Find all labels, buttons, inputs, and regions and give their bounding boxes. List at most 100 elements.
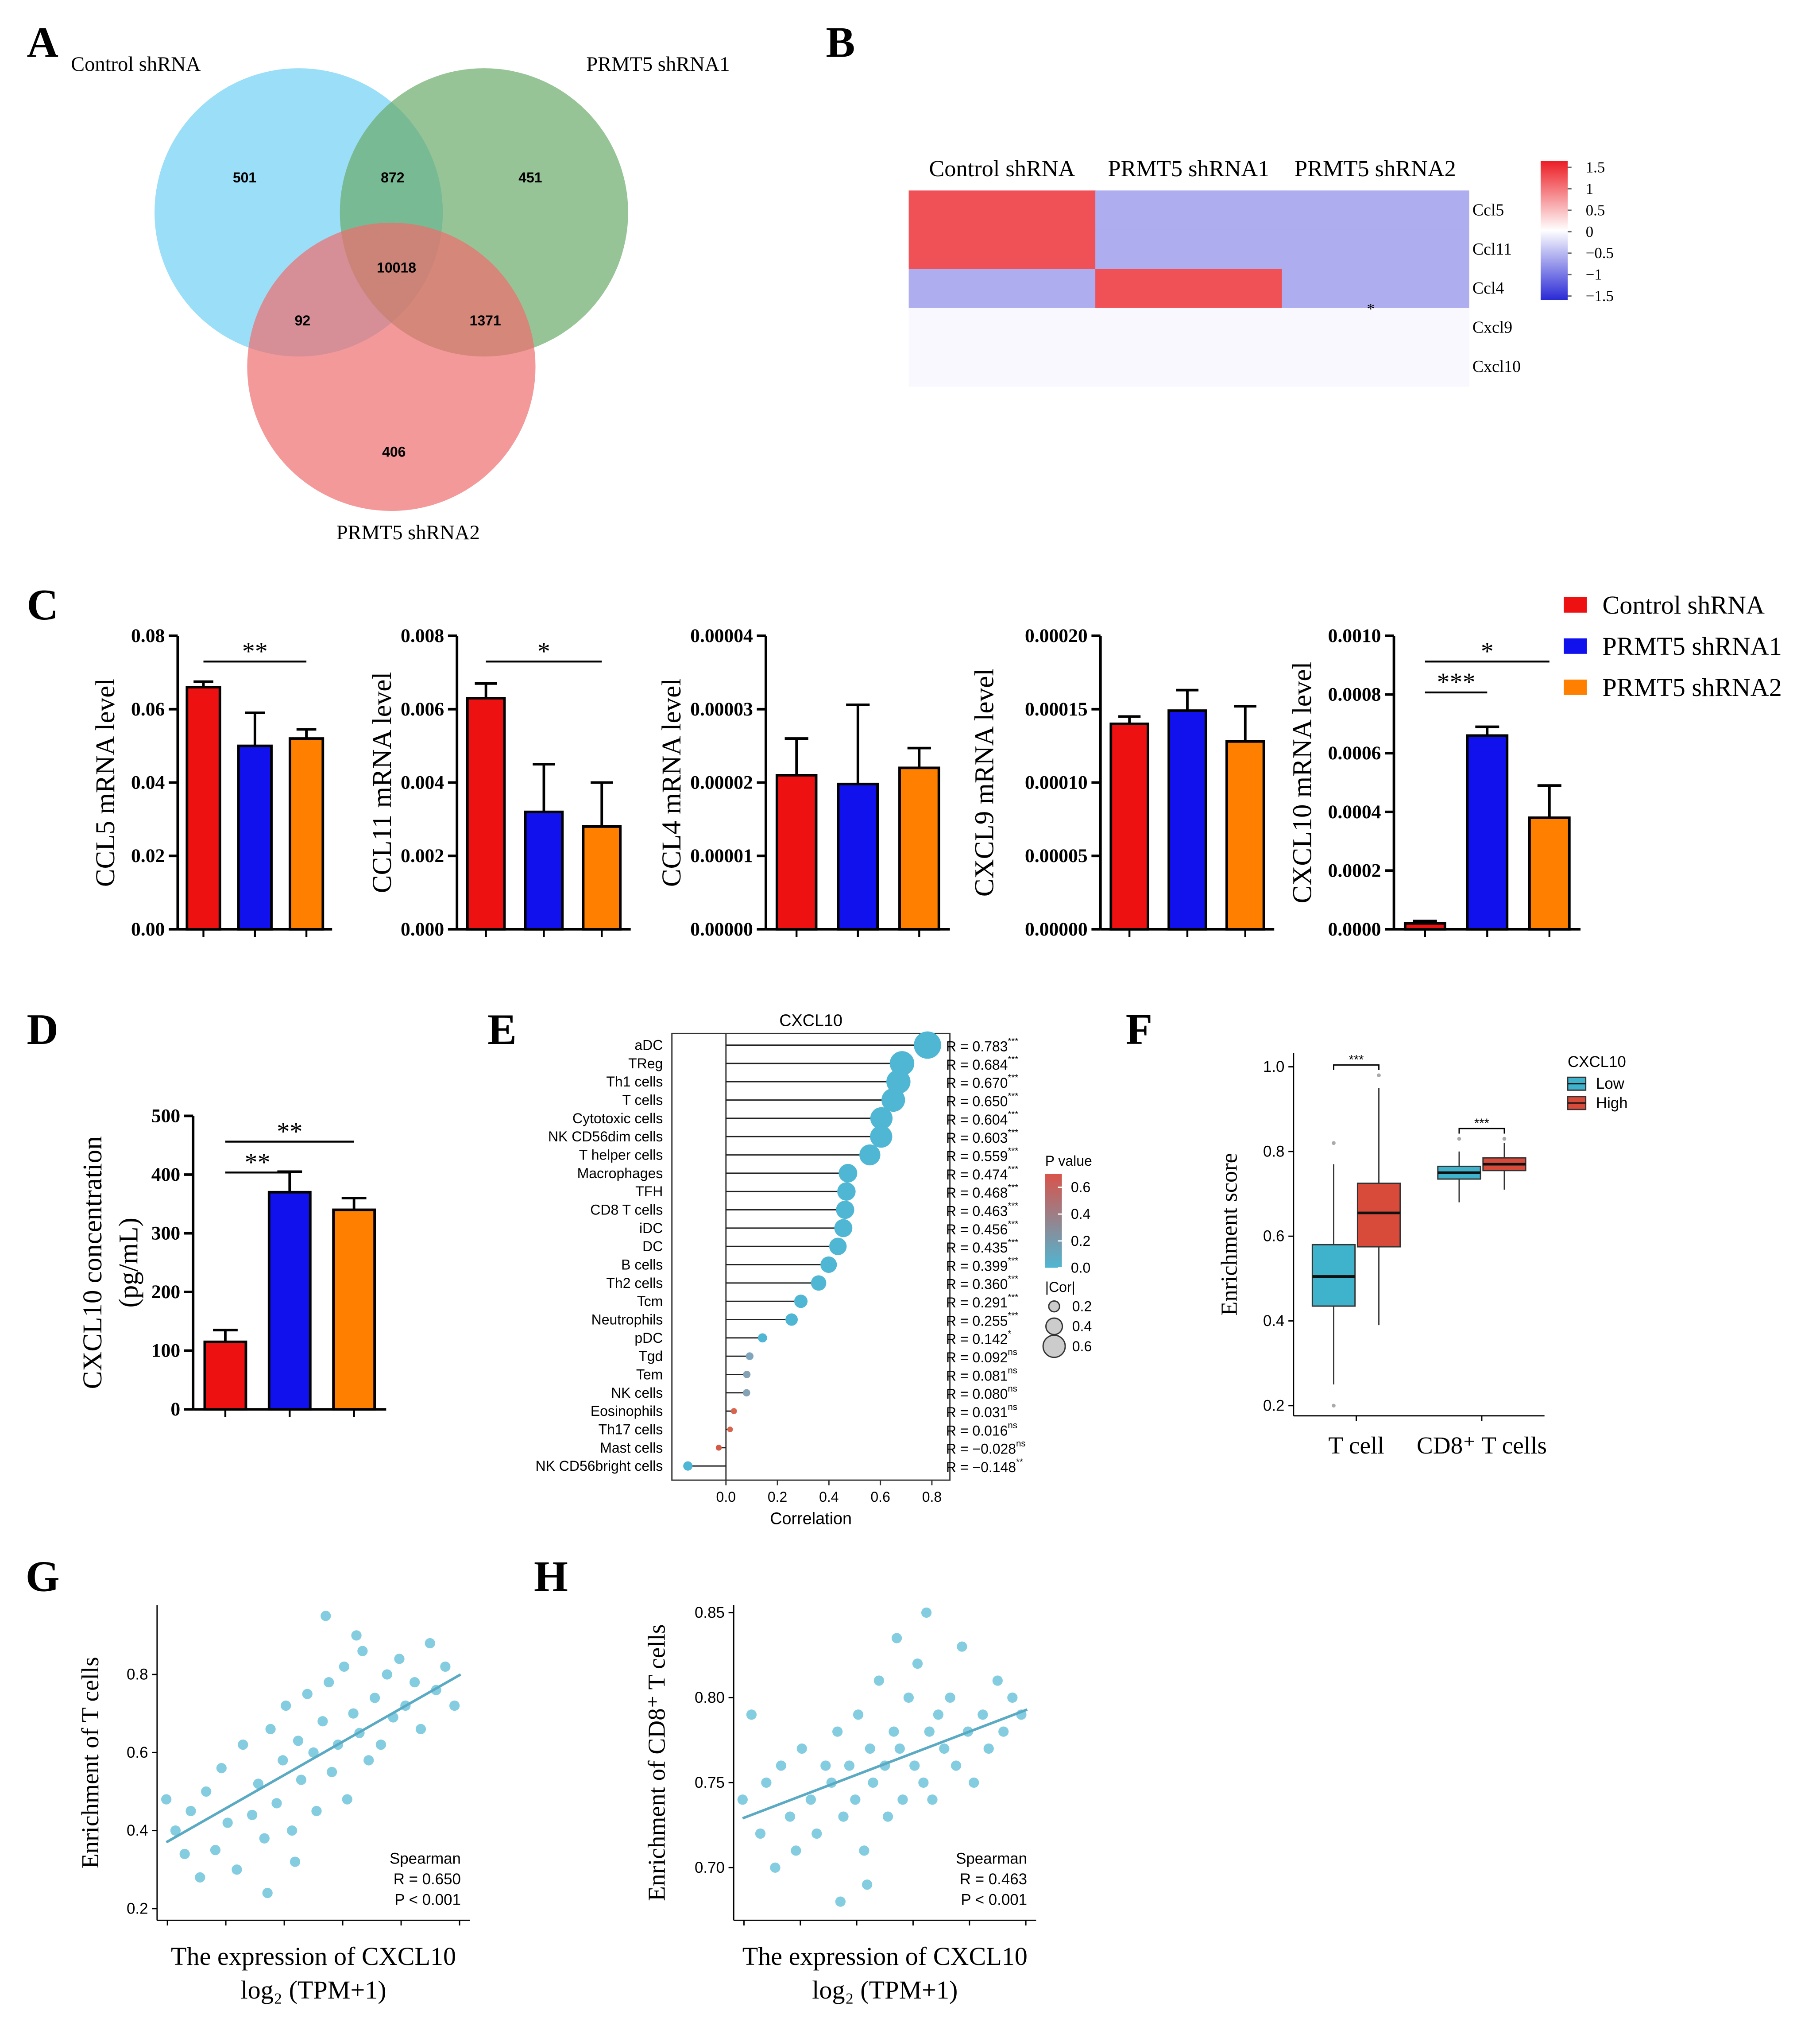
point bbox=[339, 1661, 349, 1672]
y-tick-label: 1.0 bbox=[1263, 1058, 1284, 1075]
point bbox=[357, 1646, 368, 1656]
significance-label: *** bbox=[1008, 1183, 1018, 1192]
y-tick-label: 0.4 bbox=[127, 1822, 148, 1839]
annotation: * bbox=[1367, 300, 1375, 317]
point bbox=[262, 1888, 273, 1898]
size-legend-label: 0.6 bbox=[1072, 1338, 1092, 1354]
category-label: B cells bbox=[621, 1257, 663, 1273]
legend-label: PRMT5 shRNA2 bbox=[1603, 673, 1782, 702]
value-label: R = 0.016ns bbox=[946, 1421, 1017, 1439]
y-tick-label: 0.0008 bbox=[1328, 684, 1381, 705]
size-legend-label: 0.4 bbox=[1072, 1318, 1092, 1334]
x-axis-label: log₂ (TPM+1) bbox=[812, 1976, 958, 2004]
lollipop-point bbox=[839, 1164, 858, 1183]
colorbar-tick-label: −1 bbox=[1586, 266, 1602, 283]
value-label-text: R = 0.603 bbox=[946, 1130, 1008, 1146]
lollipop-point bbox=[859, 1144, 881, 1166]
legend-label: Control shRNA bbox=[1603, 591, 1765, 619]
category-label: Cytotoxic cells bbox=[572, 1110, 663, 1126]
colorbar-tick-label: 0.2 bbox=[1071, 1233, 1090, 1249]
colorbar-tick-label: −1.5 bbox=[1586, 287, 1614, 305]
bar bbox=[775, 774, 818, 931]
value-label-text: R = 0.081 bbox=[946, 1368, 1008, 1384]
chart-title: CXCL10 bbox=[779, 1011, 842, 1030]
row-label: Ccl5 bbox=[1472, 201, 1504, 219]
value-label: R = −0.028ns bbox=[946, 1439, 1026, 1457]
point bbox=[265, 1724, 276, 1735]
y-tick-label: 0.08 bbox=[131, 625, 165, 646]
significance-label: *** bbox=[1008, 1219, 1018, 1229]
value-label-text: R = 0.092 bbox=[946, 1349, 1008, 1365]
y-axis-label: (pg/mL) bbox=[114, 1218, 143, 1307]
value-label: R = 0.291*** bbox=[946, 1292, 1018, 1311]
point bbox=[811, 1828, 822, 1839]
lollipop-point bbox=[743, 1371, 751, 1378]
y-tick-label: 0.00004 bbox=[690, 625, 753, 646]
significance-label: ns bbox=[1008, 1384, 1017, 1394]
heatmap-cell bbox=[1282, 229, 1469, 270]
value-label-text: R = 0.463 bbox=[946, 1203, 1008, 1219]
y-axis-label: Enrichment of T cells bbox=[77, 1657, 104, 1868]
y-tick-label: 0.2 bbox=[127, 1900, 148, 1917]
point bbox=[161, 1794, 172, 1805]
significance-label: ns bbox=[1016, 1439, 1025, 1449]
point bbox=[978, 1709, 988, 1720]
y-tick-label: 0.00002 bbox=[690, 772, 753, 793]
point bbox=[281, 1700, 291, 1711]
heatmap-cell bbox=[1282, 308, 1469, 348]
y-tick-label: 0.00005 bbox=[1025, 845, 1088, 866]
value-label: R = 0.255*** bbox=[946, 1311, 1018, 1329]
y-axis-label: Enrichment score bbox=[1216, 1153, 1242, 1316]
category-label: Eosinophils bbox=[591, 1403, 663, 1419]
significance-label: *** bbox=[1008, 1201, 1018, 1211]
point bbox=[918, 1777, 929, 1788]
y-tick-label: 0 bbox=[170, 1399, 180, 1420]
y-tick-label: 0.006 bbox=[401, 699, 444, 720]
point bbox=[805, 1794, 816, 1805]
panel-label: E bbox=[487, 1005, 517, 1054]
lollipop-point bbox=[829, 1237, 847, 1255]
point bbox=[737, 1794, 748, 1805]
significance-label: *** bbox=[1008, 1128, 1018, 1137]
y-axis-label: CCL4 mRNA level bbox=[657, 678, 687, 887]
legend-swatch bbox=[1564, 679, 1587, 695]
point bbox=[909, 1760, 920, 1771]
panel-label: C bbox=[27, 581, 58, 629]
value-label-text: R = 0.783 bbox=[946, 1038, 1008, 1054]
y-tick-label: 0.0002 bbox=[1328, 860, 1381, 881]
significance-label: ** bbox=[245, 1148, 270, 1177]
significance-label: *** bbox=[1474, 1116, 1489, 1130]
category-label: CD8 T cells bbox=[590, 1202, 663, 1218]
value-label-text: R = 0.559 bbox=[946, 1148, 1008, 1164]
x-axis-label: Correlation bbox=[770, 1509, 852, 1528]
y-axis-label: CXCL10 concentration bbox=[78, 1136, 108, 1389]
lollipop-point bbox=[727, 1427, 733, 1432]
significance-label: *** bbox=[1437, 668, 1475, 696]
region-count: 451 bbox=[518, 170, 542, 186]
point bbox=[348, 1708, 359, 1719]
y-tick-label: 0.8 bbox=[1263, 1143, 1284, 1160]
significance-label: * bbox=[1008, 1329, 1011, 1339]
point bbox=[891, 1633, 902, 1643]
y-axis-label: CCL11 mRNA level bbox=[367, 672, 397, 893]
legend-label: Low bbox=[1596, 1075, 1625, 1092]
bar bbox=[466, 697, 506, 931]
bar bbox=[267, 1191, 312, 1411]
x-tick-label: T cell bbox=[1328, 1432, 1384, 1459]
point bbox=[853, 1709, 864, 1720]
y-tick-label: 200 bbox=[151, 1281, 180, 1303]
point bbox=[844, 1760, 855, 1771]
point bbox=[746, 1709, 757, 1720]
significance-label: *** bbox=[1008, 1091, 1018, 1101]
category-label: aDC bbox=[634, 1037, 663, 1053]
y-tick-label: 0.00003 bbox=[690, 699, 753, 720]
point bbox=[957, 1641, 967, 1652]
value-label: R = 0.456*** bbox=[946, 1219, 1018, 1237]
point bbox=[903, 1692, 914, 1703]
point bbox=[912, 1658, 923, 1669]
value-label-text: R = 0.360 bbox=[946, 1276, 1008, 1292]
point bbox=[776, 1760, 787, 1771]
row-label: Cxcl10 bbox=[1472, 357, 1521, 376]
x-tick-label: 0.6 bbox=[870, 1489, 890, 1505]
